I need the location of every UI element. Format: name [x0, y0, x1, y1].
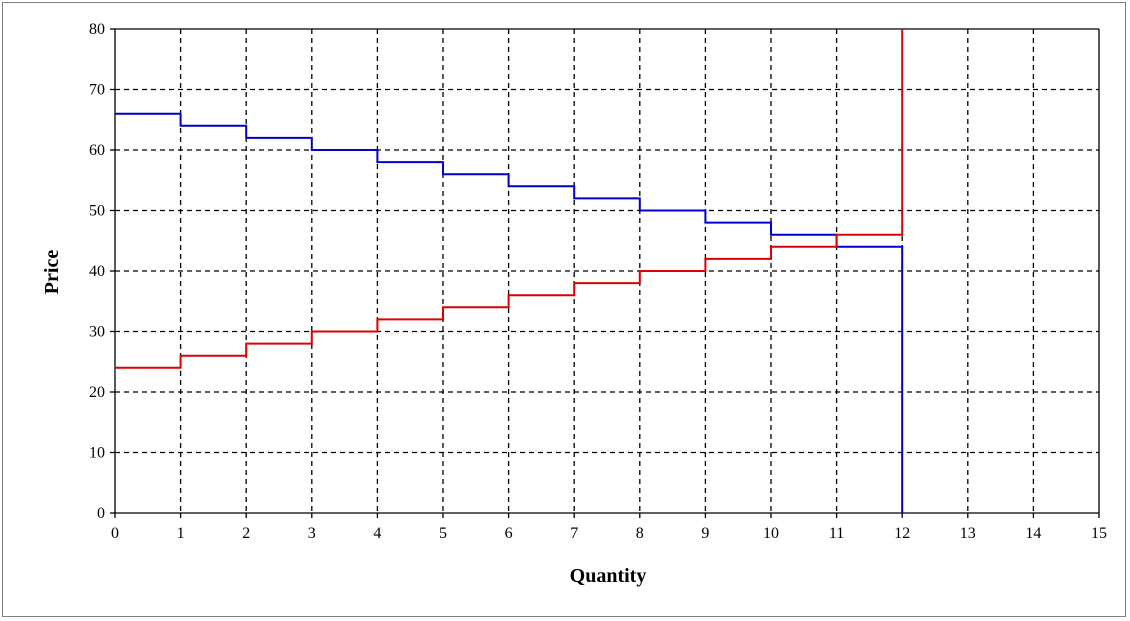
- y-tick-label: 30: [89, 324, 105, 341]
- x-tick-label: 15: [1091, 525, 1107, 542]
- x-tick-label: 10: [763, 525, 779, 542]
- y-axis-title: Price: [41, 250, 63, 295]
- x-tick-label: 2: [242, 525, 250, 542]
- y-tick-label: 0: [97, 505, 105, 522]
- x-tick-label: 3: [308, 525, 316, 542]
- x-tick-label: 5: [439, 525, 447, 542]
- x-tick-label: 14: [1025, 525, 1041, 542]
- series-line-2: [115, 29, 904, 369]
- series-line-1: [115, 112, 904, 513]
- y-tick-label: 70: [89, 82, 105, 99]
- x-tick-label: 7: [570, 525, 578, 542]
- x-tick-label: 9: [701, 525, 709, 542]
- x-tick-label: 13: [960, 525, 976, 542]
- x-tick-label: 4: [373, 525, 381, 542]
- x-tick-label: 8: [636, 525, 644, 542]
- y-tick-label: 10: [89, 445, 105, 462]
- x-tick-label: 1: [177, 525, 185, 542]
- y-tick-label: 40: [89, 263, 105, 280]
- x-tick-label: 6: [505, 525, 513, 542]
- x-tick-label: 12: [894, 525, 910, 542]
- x-tick-label: 0: [111, 525, 119, 542]
- series-group: [115, 29, 904, 513]
- x-tick-label: 11: [829, 525, 844, 542]
- x-axis-title: Quantity: [570, 565, 647, 587]
- y-tick-label: 20: [89, 384, 105, 401]
- y-tick-label: 50: [89, 203, 105, 220]
- y-tick-label: 60: [89, 142, 105, 159]
- y-tick-label: 80: [89, 21, 105, 38]
- grid: [110, 28, 1100, 518]
